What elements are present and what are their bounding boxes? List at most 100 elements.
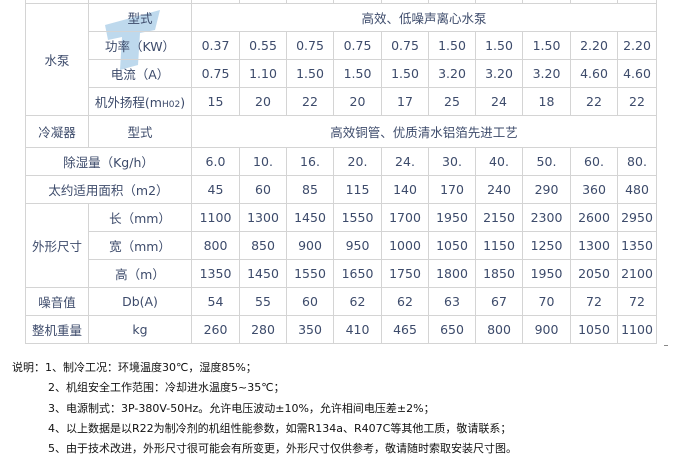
table-cell: 1.50 [286,59,334,88]
table-cell: 20. [333,147,382,176]
row-label: 电流（A） [88,59,192,88]
table-cell: 72 [570,287,618,316]
table-cell [657,60,658,88]
table-cell: 0.75 [381,31,429,60]
table-cell: 50. [522,147,571,176]
table-cell: 1650 [333,259,382,288]
table-cell: 1700 [381,203,429,232]
table-cell: 2100 [617,259,657,288]
row-label: kg [88,315,192,344]
table-cell: 1950 [522,259,571,288]
group-label: 整机重量 [25,315,89,344]
table-cell: 1550 [333,203,382,232]
table-row: 除湿量（Kg/h） 6.0 10. 16. 20. 24. 30. 40. 50. 60. 80. [25,147,658,176]
table-cell: 1050 [570,315,618,344]
table-cell: 140 [381,175,429,204]
head-label-part: 机外扬程(m [94,95,162,110]
table-cell: 2150 [475,203,523,232]
table-cell: 60 [286,287,334,316]
table-cell [657,32,658,60]
table-cell: 63 [428,287,476,316]
table-cell: 3.20 [428,59,476,88]
row-label: 功率（KW） [88,31,192,60]
table-cell: 0.37 [191,31,240,60]
head-label-part: H02 [161,100,181,110]
table-cell: 465 [381,315,429,344]
table-cell: 1350 [191,259,240,288]
table-cell: 0.75 [333,31,382,60]
table-cell: 2300 [522,203,571,232]
table-cell: 170 [428,175,476,204]
table-cell: 0.75 [286,31,334,60]
table-cell: 280 [239,315,287,344]
table-cell: 650 [428,315,476,344]
table-row: 整机重量 kg 260 280 350 410 465 650 800 900 1050 1100 [25,315,658,344]
table-cell: 3.20 [522,59,571,88]
table-cell: 70 [522,287,571,316]
notes: 说明：1、制冷工况：环境温度30℃，湿度85%； 2、机组安全工作范围：冷却进水… [12,358,517,459]
table-cell: 72 [617,287,657,316]
table-cell: 1950 [428,203,476,232]
table-cell: 1100 [191,203,240,232]
table-cell: 20 [333,87,382,116]
table-cell: 1300 [570,231,618,260]
table-cell: 55 [239,287,287,316]
row-label: 型式 [88,3,192,32]
row-label: 高（m） [88,259,192,288]
table-cell [657,260,658,288]
table-cell: 240 [475,175,523,204]
table-cell: 22 [286,87,334,116]
table-cell: 1000 [381,231,429,260]
table-cell: 1.50 [381,59,429,88]
table-cell: 350 [286,315,334,344]
table-row: 冷凝器 型式 高效铜管、优质清水铝箔先进工艺 [25,115,658,148]
table-cell: 1450 [239,259,287,288]
table-cell: 360 [570,175,618,204]
table-cell: 850 [239,231,287,260]
table-cell: 1.10 [239,59,287,88]
table-cell: 80. [617,147,657,176]
table-row: 外形尺寸 长（mm） 1100 1300 1450 1550 1700 1950 2150 230… [25,203,658,288]
table-cell: 24. [381,147,429,176]
table-row: 太约适用面积（m2） 45 60 85 115 140 170 240 290 360 480 [25,175,658,204]
head-label-part: ) [180,95,186,110]
table-cell: 10. [239,147,287,176]
table-cell: 0.75 [191,59,240,88]
table-cell: 16. [286,147,334,176]
note-4: 4、以上数据是以R22为制冷剂的机组性能参数，如需R134a、R407C等其他工… [48,421,512,435]
table-cell: 900 [286,231,334,260]
table-cell: 950 [333,231,382,260]
table-cell: 1550 [286,259,334,288]
table-cell: 2600 [570,203,618,232]
note-5: 5、由于技术改进，外形尺寸很可能会有所变更，外形尺寸仅供参考，敬请随时索取安装尺… [48,442,517,456]
table-cell: 0.55 [239,31,287,60]
note-1: 说明：1、制冷工况：环境温度30℃，湿度85%； [12,361,257,374]
table-cell: 410 [333,315,382,344]
table-row: 宽（mm） 800 850 900 950 1000 1050 1150 1250 1300 135… [26,231,658,260]
table-cell: 85 [286,175,334,204]
table-row: 高（m） 1350 1450 1550 1650 1750 1800 1850 1950 2050… [26,259,658,288]
table-cell: 15 [191,87,240,116]
table-cell [657,176,658,204]
table-cell: 高效铜管、优质清水铝箔先进工艺 [191,115,657,148]
table-cell: 67 [475,287,523,316]
table-cell: 25 [428,87,476,116]
table-row: 功率（KW） 0.37 0.55 0.75 0.75 0.75 1.50 1.50 1.50 2.… [26,31,658,60]
table-cell: 1050 [428,231,476,260]
row-label: 机外扬程(mH02) [88,87,192,116]
table-cell: 1800 [428,259,476,288]
table-cell: 1.50 [428,31,476,60]
table-cell: 260 [191,315,240,344]
row-label: 宽（mm） [88,231,192,260]
table-cell: 2.20 [617,31,657,60]
table-cell: 1.50 [522,31,571,60]
table-cell: 290 [522,175,571,204]
table-cell: 6.0 [191,147,240,176]
table-cell: 480 [617,175,657,204]
table-cell: 115 [333,175,382,204]
table-cell: 高效、低噪声离心水泵 [191,3,657,32]
row-label: 型式 [88,115,192,148]
group-label: 冷凝器 [25,115,89,148]
table-cell: 3.20 [475,59,523,88]
table-cell: 1.50 [333,59,382,88]
